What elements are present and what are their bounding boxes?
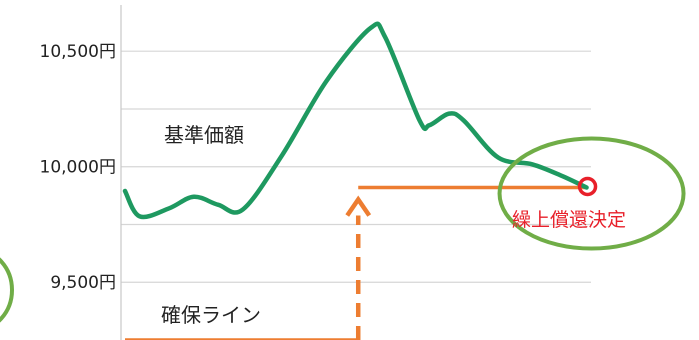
y-tick-labels: 9,500円 10,000円 10,500円 bbox=[40, 42, 116, 293]
early-redemption-label: 繰上償還決定 bbox=[512, 209, 626, 231]
raise-arrow-head bbox=[347, 200, 369, 216]
y-tick-label: 10,000円 bbox=[40, 158, 116, 178]
y-tick-label: 9,500円 bbox=[50, 273, 116, 293]
y-tick-label: 10,500円 bbox=[40, 42, 116, 62]
secured-line-label: 確保ライン bbox=[161, 303, 261, 327]
highlight-ellipse-left bbox=[0, 250, 12, 330]
nav-series-label: 基準価額 bbox=[164, 123, 244, 147]
